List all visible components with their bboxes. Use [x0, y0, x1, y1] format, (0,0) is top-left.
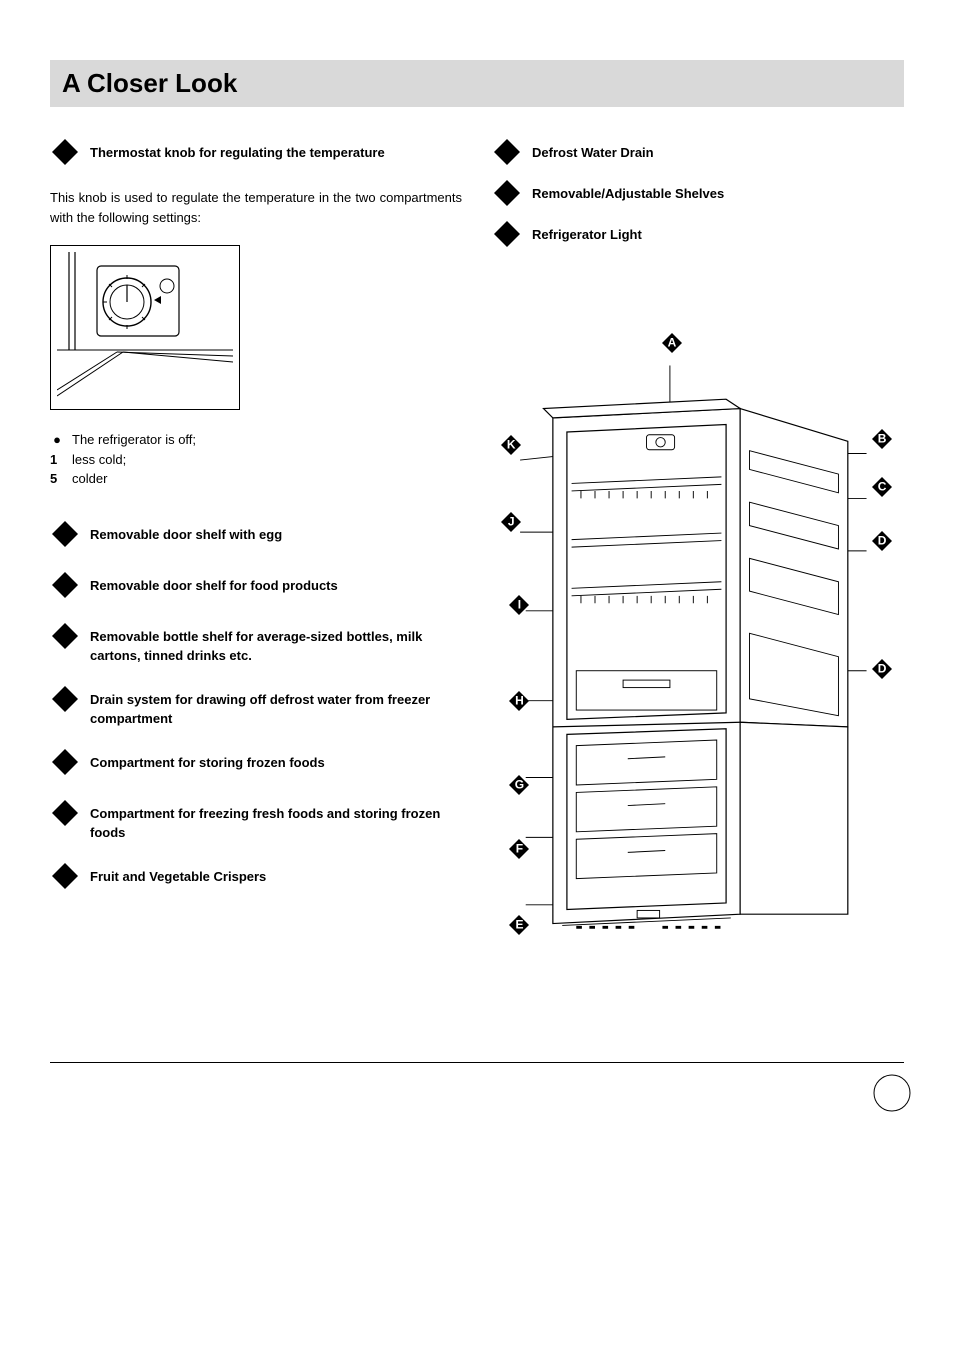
footer-rule [50, 1062, 904, 1112]
fridge-svg [492, 332, 904, 972]
setting-key-1: 1 [50, 450, 64, 470]
diamond-icon [492, 178, 522, 211]
feature-bottle-shelf: Removable bottle shelf for average-sized… [50, 621, 462, 666]
refrigerator-diagram: A B C D D E F G H I J K [492, 332, 904, 972]
setting-off: The refrigerator is off; [72, 430, 196, 450]
feature-crispers: Fruit and Vegetable Crispers [50, 861, 462, 894]
callout-f: F [508, 838, 530, 860]
diamond-icon [50, 137, 80, 170]
feature-text: Removable bottle shelf for average-sized… [90, 621, 462, 666]
diamond-icon [50, 798, 80, 831]
callout-a: A [661, 332, 683, 354]
feature-freezing-compartment: Compartment for freezing fresh foods and… [50, 798, 462, 843]
diamond-icon [50, 570, 80, 603]
bullet-icon: ● [50, 430, 64, 450]
diamond-icon [492, 219, 522, 252]
callout-i: I [508, 594, 530, 616]
diamond-icon [50, 747, 80, 780]
feature-door-shelf-food: Removable door shelf for food products [50, 570, 462, 603]
feature-text: Thermostat knob for regulating the tempe… [90, 137, 385, 163]
callout-j: J [500, 511, 522, 533]
feature-text: Compartment for storing frozen foods [90, 747, 325, 773]
feature-text: Drain system for drawing off defrost wat… [90, 684, 462, 729]
page-title: A Closer Look [62, 68, 892, 99]
diamond-icon [50, 861, 80, 894]
callout-k: K [500, 434, 522, 456]
thermostat-settings: ● The refrigerator is off; 1 less cold; … [50, 430, 462, 489]
page-title-bar: A Closer Look [50, 60, 904, 107]
feature-door-shelf-egg: Removable door shelf with egg [50, 519, 462, 552]
feature-text: Defrost Water Drain [532, 137, 654, 163]
diamond-icon [50, 684, 80, 717]
feature-defrost-drain: Defrost Water Drain [492, 137, 904, 170]
callout-e: E [508, 914, 530, 936]
content-columns: Thermostat knob for regulating the tempe… [50, 137, 904, 972]
setting-key-5: 5 [50, 469, 64, 489]
feature-thermostat: Thermostat knob for regulating the tempe… [50, 137, 462, 170]
callout-g: G [508, 774, 530, 796]
callout-d: D [871, 658, 893, 680]
feature-light: Refrigerator Light [492, 219, 904, 252]
thermostat-description: This knob is used to regulate the temper… [50, 188, 462, 227]
callout-d: D [871, 530, 893, 552]
setting-less-cold: less cold; [72, 450, 126, 470]
diamond-icon [50, 621, 80, 654]
feature-text: Removable door shelf for food products [90, 570, 338, 596]
feature-text: Fruit and Vegetable Crispers [90, 861, 266, 887]
diamond-icon [50, 519, 80, 552]
callout-c: C [871, 476, 893, 498]
right-column: Defrost Water Drain Removable/Adjustable… [492, 137, 904, 972]
feature-text: Removable/Adjustable Shelves [532, 178, 724, 204]
left-column: Thermostat knob for regulating the tempe… [50, 137, 462, 972]
feature-text: Removable door shelf with egg [90, 519, 282, 545]
callout-h: H [508, 690, 530, 712]
callout-b: B [871, 428, 893, 450]
thermostat-knob-figure [50, 245, 240, 410]
feature-drain-system: Drain system for drawing off defrost wat… [50, 684, 462, 729]
feature-text: Refrigerator Light [532, 219, 642, 245]
feature-frozen-storage: Compartment for storing frozen foods [50, 747, 462, 780]
feature-text: Compartment for freezing fresh foods and… [90, 798, 462, 843]
feature-adjustable-shelves: Removable/Adjustable Shelves [492, 178, 904, 211]
setting-colder: colder [72, 469, 107, 489]
diamond-icon [492, 137, 522, 170]
page-number-circle [870, 1071, 914, 1118]
